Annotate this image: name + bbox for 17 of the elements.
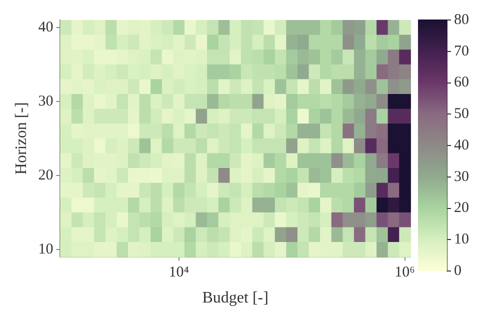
color-bar-label: 40 xyxy=(454,137,469,154)
x-tick-label: 10⁶ xyxy=(394,264,415,281)
y-tick-label: 10 xyxy=(38,241,54,258)
color-bar-label: 80 xyxy=(454,12,469,28)
x-axis-title: Budget [-] xyxy=(202,290,268,307)
y-axis-title: Horizon [-] xyxy=(12,102,30,175)
y-tick-label: 20 xyxy=(38,167,54,184)
y-tick-label: 30 xyxy=(38,93,54,110)
y-tick-label: 40 xyxy=(38,19,54,36)
color-bar-label: 20 xyxy=(454,200,469,216)
color-bar-label: 10 xyxy=(454,232,469,248)
color-bar-label: 70 xyxy=(454,43,469,60)
color-bar-label: 0 xyxy=(454,262,462,279)
color-bar-label: 60 xyxy=(454,74,469,91)
x-tick-label: 10⁴ xyxy=(168,264,189,281)
color-bar-label: 50 xyxy=(454,106,469,122)
color-bar-label: 30 xyxy=(454,168,469,185)
